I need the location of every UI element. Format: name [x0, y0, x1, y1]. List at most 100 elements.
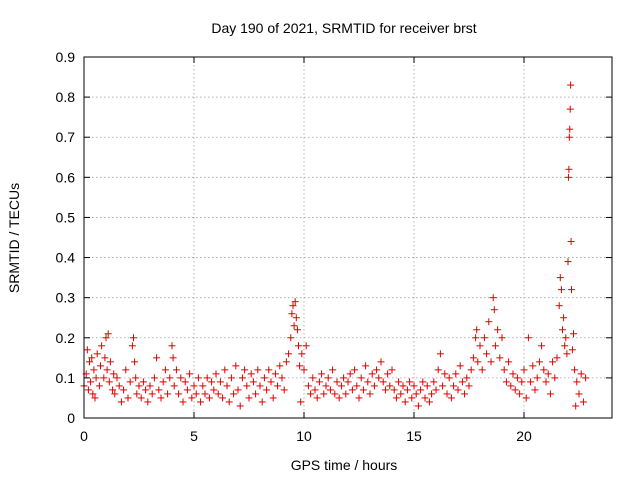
data-point [199, 382, 207, 390]
data-point [395, 378, 403, 386]
y-tick-label: 0.7 [56, 129, 76, 145]
data-point [331, 390, 339, 398]
data-point [430, 378, 438, 386]
data-point [105, 378, 113, 386]
data-point [131, 358, 139, 366]
data-point [216, 378, 224, 386]
data-point [300, 366, 308, 374]
data-point [113, 374, 121, 382]
data-point [243, 382, 251, 390]
data-point [164, 390, 172, 398]
data-point [563, 350, 571, 358]
data-point [434, 366, 442, 374]
data-point [392, 394, 400, 402]
data-point [560, 314, 568, 322]
data-point [170, 382, 178, 390]
data-point [507, 382, 515, 390]
data-point [388, 366, 396, 374]
data-point [473, 326, 481, 334]
data-point [340, 374, 348, 382]
y-tick-label: 0.9 [56, 49, 76, 65]
data-point [267, 378, 275, 386]
data-point [511, 386, 519, 394]
data-point [280, 386, 288, 394]
data-point [230, 390, 238, 398]
x-tick-label: 10 [296, 428, 312, 444]
data-point [564, 258, 572, 266]
data-point [377, 358, 385, 366]
data-point [513, 374, 521, 382]
data-point [100, 374, 108, 382]
data-point [219, 394, 227, 402]
data-point [132, 374, 140, 382]
data-point [291, 298, 299, 306]
data-point [546, 390, 554, 398]
data-point [556, 274, 564, 282]
data-point [337, 382, 345, 390]
data-point [159, 378, 167, 386]
data-point [260, 374, 268, 382]
data-point [410, 382, 418, 390]
data-point [290, 322, 298, 330]
data-point [313, 394, 321, 402]
data-point [474, 358, 482, 366]
data-point [443, 390, 451, 398]
data-point [161, 366, 169, 374]
x-axis-label: GPS time / hours [291, 457, 398, 473]
data-point [89, 390, 97, 398]
data-point [190, 382, 198, 390]
data-point [324, 374, 332, 382]
data-point [295, 342, 302, 350]
data-point [447, 394, 455, 402]
data-point [289, 302, 297, 310]
data-point [241, 366, 249, 374]
data-point [232, 362, 240, 370]
data-point [575, 390, 583, 398]
data-point [292, 314, 300, 322]
data-point [146, 382, 154, 390]
axis-ticks: 0 0.1 0.2 0.3 0.4 0.5 0.6 0.7 0.8 0.9 0 5 10 15 20 [56, 49, 612, 444]
data-point [401, 398, 409, 406]
data-point [247, 370, 255, 378]
data-point [183, 386, 191, 394]
data-points [80, 81, 590, 410]
data-point [483, 350, 491, 358]
data-point [577, 370, 585, 378]
y-tick-label: 0.2 [56, 330, 76, 346]
data-point [297, 398, 305, 406]
data-point [353, 382, 361, 390]
data-point [249, 378, 257, 386]
data-point [568, 346, 576, 354]
data-point [309, 374, 317, 382]
data-point [557, 286, 565, 294]
data-point [516, 390, 524, 398]
data-point [571, 366, 579, 374]
grid [84, 57, 612, 418]
data-point [274, 382, 282, 390]
data-point [357, 374, 365, 382]
data-point [564, 173, 572, 181]
data-point [366, 390, 374, 398]
data-point [490, 306, 498, 314]
chart-title: Day 190 of 2021, SRMTID for receiver brs… [211, 20, 476, 36]
data-point [450, 382, 458, 390]
data-point [106, 358, 114, 366]
data-point [565, 133, 573, 141]
data-point [454, 386, 462, 394]
data-point [520, 366, 528, 374]
data-point [293, 326, 301, 334]
data-point [115, 382, 123, 390]
data-point [461, 390, 469, 398]
data-point [489, 294, 497, 302]
y-tick-label: 0.8 [56, 89, 76, 105]
data-point [157, 394, 165, 402]
data-point [436, 350, 444, 358]
data-point [223, 382, 231, 390]
data-point [188, 394, 196, 402]
data-point [485, 318, 493, 326]
data-point [476, 342, 484, 350]
data-point [307, 390, 315, 398]
data-point [559, 326, 566, 334]
data-point [201, 390, 209, 398]
